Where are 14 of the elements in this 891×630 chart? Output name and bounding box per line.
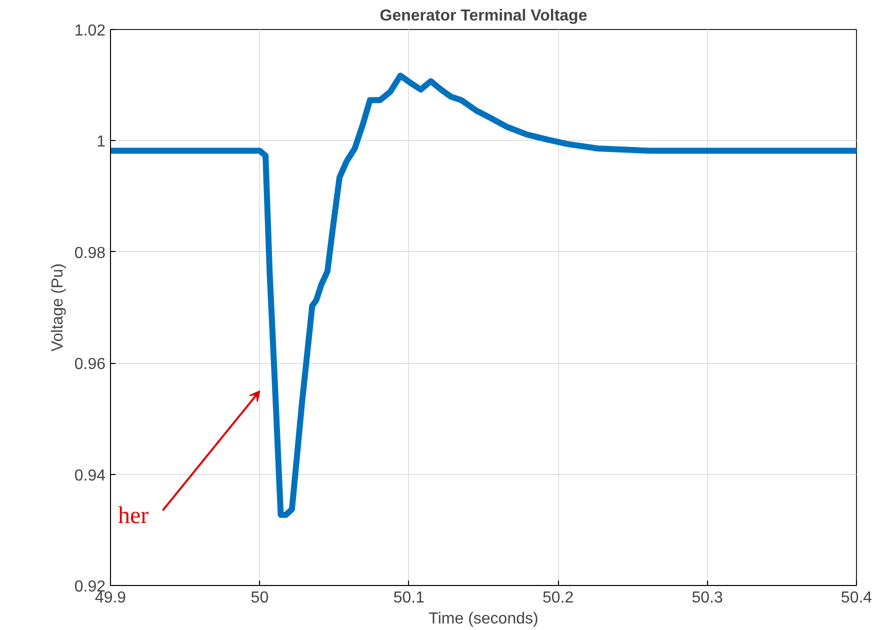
y-tick-label: 0.98 xyxy=(74,244,106,262)
x-tick-label: 50 xyxy=(250,590,269,606)
y-tick-label: 1 xyxy=(96,134,106,151)
x-axis-title: Time (seconds) xyxy=(428,610,538,628)
y-tick-label: 0.96 xyxy=(74,356,106,374)
annotation: her xyxy=(118,503,149,529)
y-axis-title: Voltage (Pu) xyxy=(49,263,66,352)
x-tick-label: 50.4 xyxy=(840,590,872,606)
x-tick-label: 50.2 xyxy=(542,590,574,606)
chart-title: Generator Terminal Voltage xyxy=(380,8,588,24)
x-tick-label: 50.3 xyxy=(692,590,723,606)
y-tick-label: 0.94 xyxy=(74,467,106,484)
x-tick-label: 50.1 xyxy=(393,590,425,606)
y-tick-label: 1.02 xyxy=(74,22,106,40)
